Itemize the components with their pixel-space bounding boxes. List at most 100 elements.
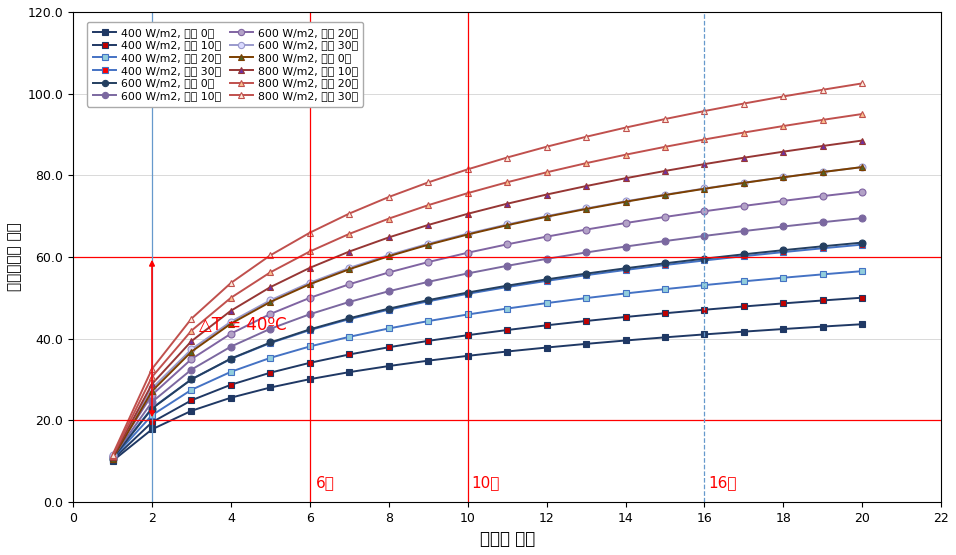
400 W/m2, 외기 20도 <box>185 386 197 393</box>
600 W/m2, 외기 10도 <box>343 299 355 305</box>
600 W/m2, 외기 20도 <box>265 311 276 317</box>
800 W/m2, 외기 30도 <box>304 229 315 236</box>
400 W/m2, 외기 30도 <box>580 272 592 279</box>
600 W/m2, 외기 30도 <box>660 191 671 198</box>
400 W/m2, 외기 0도 <box>660 334 671 341</box>
400 W/m2, 외기 10도 <box>660 310 671 316</box>
400 W/m2, 외기 20도 <box>777 274 789 281</box>
Line: 600 W/m2, 외기 0도: 600 W/m2, 외기 0도 <box>109 239 866 462</box>
800 W/m2, 외기 30도 <box>817 87 829 93</box>
800 W/m2, 외기 10도 <box>817 143 829 149</box>
600 W/m2, 외기 0도 <box>619 265 631 271</box>
800 W/m2, 외기 0도 <box>343 266 355 273</box>
800 W/m2, 외기 10도 <box>699 161 710 168</box>
600 W/m2, 외기 10도 <box>699 233 710 239</box>
600 W/m2, 외기 0도 <box>343 315 355 321</box>
800 W/m2, 외기 20도 <box>738 129 750 136</box>
600 W/m2, 외기 0도 <box>383 305 395 312</box>
Line: 600 W/m2, 외기 10도: 600 W/m2, 외기 10도 <box>109 215 866 461</box>
400 W/m2, 외기 20도 <box>107 455 119 462</box>
400 W/m2, 외기 20도 <box>226 369 237 375</box>
400 W/m2, 외기 20도 <box>541 300 553 306</box>
400 W/m2, 외기 30도 <box>699 257 710 264</box>
800 W/m2, 외기 10도 <box>304 265 315 271</box>
Text: 16개: 16개 <box>708 476 737 491</box>
Line: 400 W/m2, 외기 0도: 400 W/m2, 외기 0도 <box>109 321 866 465</box>
400 W/m2, 외기 30도 <box>383 306 395 313</box>
Line: 800 W/m2, 외기 0도: 800 W/m2, 외기 0도 <box>109 164 866 462</box>
400 W/m2, 외기 20도 <box>501 305 512 312</box>
400 W/m2, 외기 10도 <box>541 322 553 329</box>
600 W/m2, 외기 30도 <box>383 252 395 259</box>
600 W/m2, 외기 20도 <box>580 226 592 233</box>
400 W/m2, 외기 10도 <box>699 306 710 313</box>
800 W/m2, 외기 10도 <box>619 175 631 181</box>
400 W/m2, 외기 10도 <box>501 327 512 334</box>
800 W/m2, 외기 20도 <box>580 160 592 166</box>
800 W/m2, 외기 10도 <box>146 381 158 387</box>
800 W/m2, 외기 0도 <box>423 241 434 248</box>
800 W/m2, 외기 0도 <box>738 179 750 186</box>
600 W/m2, 외기 20도 <box>660 214 671 220</box>
400 W/m2, 외기 20도 <box>423 318 434 325</box>
600 W/m2, 외기 30도 <box>462 230 473 237</box>
400 W/m2, 외기 0도 <box>265 384 276 391</box>
600 W/m2, 외기 0도 <box>185 376 197 382</box>
400 W/m2, 외기 30도 <box>462 290 473 297</box>
600 W/m2, 외기 10도 <box>857 215 868 221</box>
600 W/m2, 외기 20도 <box>185 356 197 362</box>
800 W/m2, 외기 10도 <box>541 191 553 198</box>
600 W/m2, 외기 20도 <box>304 295 315 301</box>
800 W/m2, 외기 0도 <box>619 199 631 205</box>
400 W/m2, 외기 10도 <box>857 294 868 301</box>
800 W/m2, 외기 0도 <box>777 174 789 180</box>
Line: 600 W/m2, 외기 30도: 600 W/m2, 외기 30도 <box>109 164 866 458</box>
400 W/m2, 외기 0도 <box>226 395 237 401</box>
600 W/m2, 외기 0도 <box>462 289 473 296</box>
800 W/m2, 외기 20도 <box>226 295 237 301</box>
600 W/m2, 외기 20도 <box>619 220 631 226</box>
400 W/m2, 외기 30도 <box>738 253 750 260</box>
600 W/m2, 외기 30도 <box>343 265 355 271</box>
400 W/m2, 외기 20도 <box>580 295 592 301</box>
600 W/m2, 외기 20도 <box>817 193 829 199</box>
400 W/m2, 외기 10도 <box>817 297 829 304</box>
400 W/m2, 외기 20도 <box>304 343 315 350</box>
600 W/m2, 외기 10도 <box>146 398 158 405</box>
800 W/m2, 외기 20도 <box>817 117 829 123</box>
400 W/m2, 외기 30도 <box>265 340 276 346</box>
600 W/m2, 외기 10도 <box>226 343 237 350</box>
Legend: 400 W/m2, 외기 0도, 400 W/m2, 외기 10도, 400 W/m2, 외기 20도, 400 W/m2, 외기 30도, 600 W/m2,: 400 W/m2, 외기 0도, 400 W/m2, 외기 10도, 400 W… <box>87 22 363 107</box>
600 W/m2, 외기 20도 <box>501 241 512 248</box>
800 W/m2, 외기 20도 <box>541 169 553 175</box>
600 W/m2, 외기 0도 <box>857 239 868 246</box>
600 W/m2, 외기 0도 <box>265 339 276 346</box>
800 W/m2, 외기 0도 <box>541 214 553 220</box>
800 W/m2, 외기 10도 <box>383 234 395 241</box>
600 W/m2, 외기 20도 <box>541 233 553 240</box>
600 W/m2, 외기 10도 <box>265 325 276 332</box>
600 W/m2, 외기 30도 <box>501 221 512 228</box>
400 W/m2, 외기 20도 <box>660 286 671 292</box>
600 W/m2, 외기 20도 <box>462 249 473 256</box>
600 W/m2, 외기 10도 <box>383 288 395 295</box>
400 W/m2, 외기 0도 <box>383 363 395 370</box>
600 W/m2, 외기 30도 <box>777 174 789 180</box>
Text: △T = 40ºC: △T = 40ºC <box>200 316 287 334</box>
600 W/m2, 외기 10도 <box>660 238 671 244</box>
400 W/m2, 외기 30도 <box>501 284 512 290</box>
600 W/m2, 외기 10도 <box>817 219 829 225</box>
X-axis label: 집열기 개수: 집열기 개수 <box>480 530 534 548</box>
400 W/m2, 외기 0도 <box>423 357 434 364</box>
400 W/m2, 외기 20도 <box>146 412 158 418</box>
800 W/m2, 외기 30도 <box>580 133 592 140</box>
800 W/m2, 외기 30도 <box>738 100 750 107</box>
400 W/m2, 외기 30도 <box>817 245 829 251</box>
400 W/m2, 외기 30도 <box>660 262 671 269</box>
800 W/m2, 외기 30도 <box>383 194 395 200</box>
600 W/m2, 외기 10도 <box>423 279 434 285</box>
600 W/m2, 외기 10도 <box>619 243 631 250</box>
400 W/m2, 외기 10도 <box>343 351 355 358</box>
800 W/m2, 외기 10도 <box>738 154 750 161</box>
Line: 800 W/m2, 외기 30도: 800 W/m2, 외기 30도 <box>109 80 866 458</box>
